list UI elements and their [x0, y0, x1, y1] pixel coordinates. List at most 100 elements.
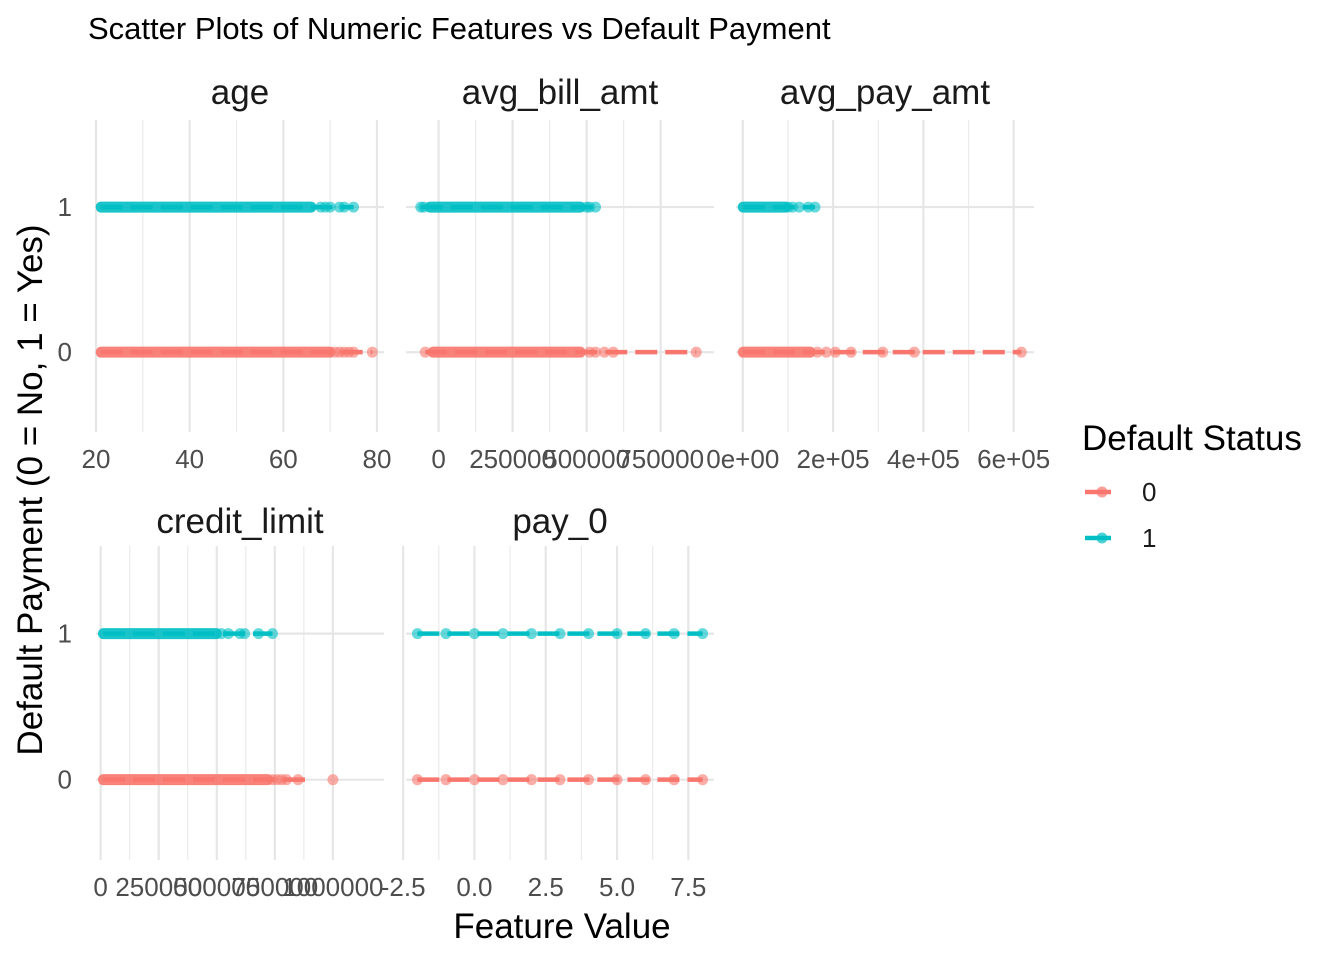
data-point [809, 201, 821, 213]
x-tick-label: 6e+05 [977, 444, 1050, 474]
data-point [668, 628, 680, 640]
chart-title: Scatter Plots of Numeric Features vs Def… [88, 11, 831, 46]
x-tick-label: 5.0 [599, 872, 635, 902]
x-tick-label: 2e+05 [797, 444, 870, 474]
data-point [525, 774, 537, 786]
data-point [668, 774, 680, 786]
x-tick-label: 750000 [231, 872, 318, 902]
data-point [411, 774, 423, 786]
data-point [811, 346, 823, 358]
data-point [793, 201, 805, 213]
data-point [640, 628, 652, 640]
x-tick-label: 60 [269, 444, 298, 474]
facet-age: age 1 0 20 40 60 80 [58, 73, 392, 474]
series-0-dense-band [97, 774, 273, 786]
legend-label: 1 [1142, 523, 1156, 553]
data-point [697, 774, 709, 786]
data-point [525, 628, 537, 640]
data-point [292, 774, 304, 786]
x-tick-label: 80 [363, 444, 392, 474]
data-point [697, 628, 709, 640]
data-point [908, 346, 920, 358]
data-point [554, 628, 566, 640]
y-axis-label: Default Payment (0 = No, 1 = Yes) [11, 224, 50, 755]
x-tick-label: 750000 [617, 444, 704, 474]
data-point [820, 346, 832, 358]
x-tick-label: 0 [431, 444, 445, 474]
x-tick-label: 1000000 [282, 872, 383, 902]
data-point [348, 346, 360, 358]
legend-label: 0 [1142, 477, 1156, 507]
data-point [611, 774, 623, 786]
facet-strip-label: age [211, 73, 269, 112]
series-0-dense-band [95, 346, 336, 358]
facet-strip-label: credit_limit [156, 502, 324, 541]
x-tick-label: 2.5 [528, 872, 564, 902]
data-point [253, 628, 265, 640]
data-point [366, 346, 378, 358]
data-point [598, 346, 610, 358]
data-point [583, 628, 595, 640]
series-1-dense-band [424, 201, 586, 213]
data-point [640, 774, 652, 786]
legend-entry-1: 1 [1085, 523, 1156, 553]
data-point [554, 774, 566, 786]
data-point [611, 628, 623, 640]
data-point [411, 628, 423, 640]
data-point [419, 346, 431, 358]
data-point [690, 346, 702, 358]
facet-avg_pay_amt: avg_pay_amt 0e+00 2e+05 4e+05 6e+05 [706, 73, 1050, 474]
data-point [239, 628, 251, 640]
data-point [468, 628, 480, 640]
data-point [418, 201, 430, 213]
data-point [338, 201, 350, 213]
x-tick-label: 7.5 [670, 872, 706, 902]
data-point [590, 201, 602, 213]
legend-key-point [1096, 532, 1108, 544]
data-point [440, 774, 452, 786]
data-point [1015, 346, 1027, 358]
y-tick-label: 0 [58, 337, 72, 367]
facet-strip-label: pay_0 [512, 502, 607, 541]
x-tick-label: 0.0 [456, 872, 492, 902]
y-tick-label: 1 [58, 619, 72, 649]
data-point [468, 774, 480, 786]
facet-strip-label: avg_bill_amt [462, 73, 659, 112]
data-point [607, 346, 619, 358]
data-point [829, 346, 841, 358]
data-point [497, 774, 509, 786]
data-point [497, 628, 509, 640]
x-tick-label: 40 [175, 444, 204, 474]
data-point [222, 628, 234, 640]
x-axis-label: Feature Value [453, 907, 670, 946]
data-point [327, 774, 339, 786]
data-point [845, 346, 857, 358]
series-1-dense-band [97, 628, 222, 640]
legend-key-point [1096, 486, 1108, 498]
x-tick-label: 500000 [543, 444, 630, 474]
facet-pay_0: pay_0 -2.5 0.0 2.5 5.0 7.5 [381, 502, 714, 902]
x-tick-label: -2.5 [381, 872, 426, 902]
facet-strip-label: avg_pay_amt [780, 73, 990, 112]
x-tick-label: 0 [93, 872, 107, 902]
legend: Default Status 0 1 [1082, 419, 1302, 553]
legend-title: Default Status [1082, 419, 1302, 458]
data-point [267, 628, 279, 640]
x-tick-label: 250000 [115, 872, 202, 902]
data-point [590, 346, 602, 358]
x-tick-label: 4e+05 [887, 444, 960, 474]
data-point [324, 201, 336, 213]
legend-entry-0: 0 [1085, 477, 1156, 507]
x-tick-label: 0e+00 [706, 444, 779, 474]
data-point [877, 346, 889, 358]
x-tick-label: 500000 [173, 872, 260, 902]
data-point [348, 201, 360, 213]
y-tick-label: 1 [58, 192, 72, 222]
data-point [583, 774, 595, 786]
data-point [280, 774, 292, 786]
data-point [440, 628, 452, 640]
